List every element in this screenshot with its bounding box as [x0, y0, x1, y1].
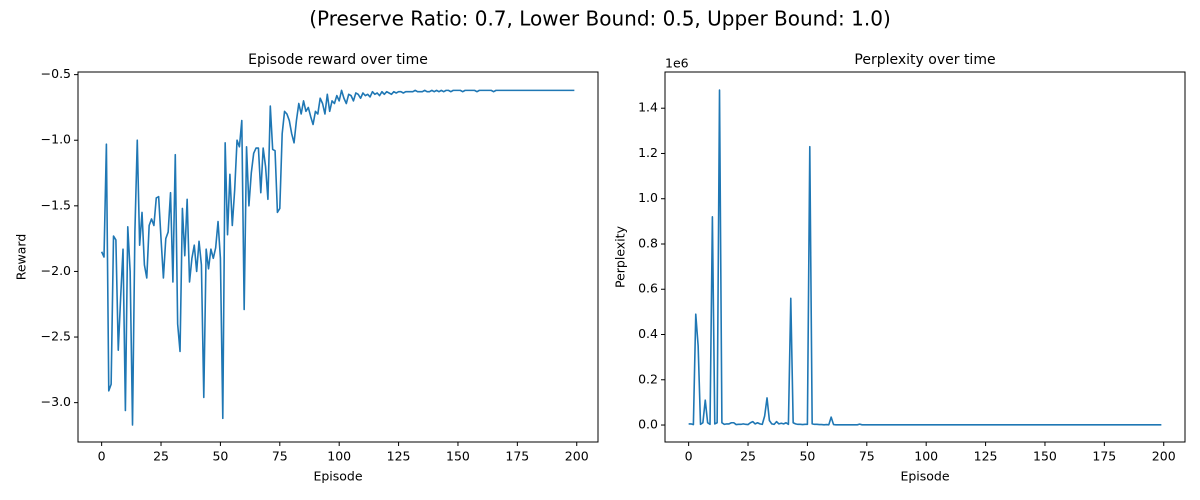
y-tick-label: 1.4	[638, 100, 658, 115]
y-tick-label: −3.0	[41, 394, 71, 409]
x-tick-label: 75	[859, 449, 875, 464]
y-tick-label: −1.0	[41, 132, 71, 147]
x-axis-label: Episode	[313, 469, 362, 484]
x-tick-label: 175	[1092, 449, 1116, 464]
y-offset-label: 1e6	[665, 56, 689, 71]
x-tick-label: 150	[446, 449, 470, 464]
figure-title: (Preserve Ratio: 0.7, Lower Bound: 0.5, …	[309, 7, 891, 31]
data-line	[100, 89, 575, 426]
y-tick-label: 0.2	[638, 371, 658, 386]
x-tick-label: 0	[685, 449, 693, 464]
x-tick-label: 200	[1152, 449, 1176, 464]
y-tick-label: −2.5	[41, 329, 71, 344]
x-tick-label: 100	[327, 449, 351, 464]
y-tick-label: 0.0	[638, 417, 658, 432]
x-tick-label: 50	[799, 449, 815, 464]
y-tick-label: −1.5	[41, 197, 71, 212]
y-tick-label: 0.4	[638, 326, 658, 341]
x-tick-label: 25	[740, 449, 756, 464]
x-tick-label: 125	[974, 449, 998, 464]
x-tick-label: 175	[505, 449, 529, 464]
x-tick-label: 50	[212, 449, 228, 464]
y-tick-label: 1.0	[638, 190, 658, 205]
x-tick-label: 75	[272, 449, 288, 464]
y-axis-label: Reward	[14, 234, 29, 281]
axes-frame	[77, 71, 599, 443]
y-tick-label: −0.5	[41, 66, 71, 81]
data-line	[688, 89, 1162, 426]
y-tick-label: 0.6	[638, 281, 658, 296]
y-tick-label: −2.0	[41, 263, 71, 278]
x-tick-label: 200	[565, 449, 589, 464]
y-tick-label: 0.8	[638, 235, 658, 250]
y-tick-label: 1.2	[638, 145, 658, 160]
x-tick-label: 100	[914, 449, 938, 464]
subplot-title: Episode reward over time	[248, 52, 428, 68]
y-axis-label: Perplexity	[613, 225, 628, 288]
x-tick-label: 25	[153, 449, 169, 464]
x-tick-label: 0	[98, 449, 106, 464]
x-tick-label: 125	[387, 449, 411, 464]
axes-frame	[664, 71, 1186, 443]
subplot-title: Perplexity over time	[854, 52, 995, 68]
x-tick-label: 150	[1033, 449, 1057, 464]
x-axis-label: Episode	[900, 469, 949, 484]
